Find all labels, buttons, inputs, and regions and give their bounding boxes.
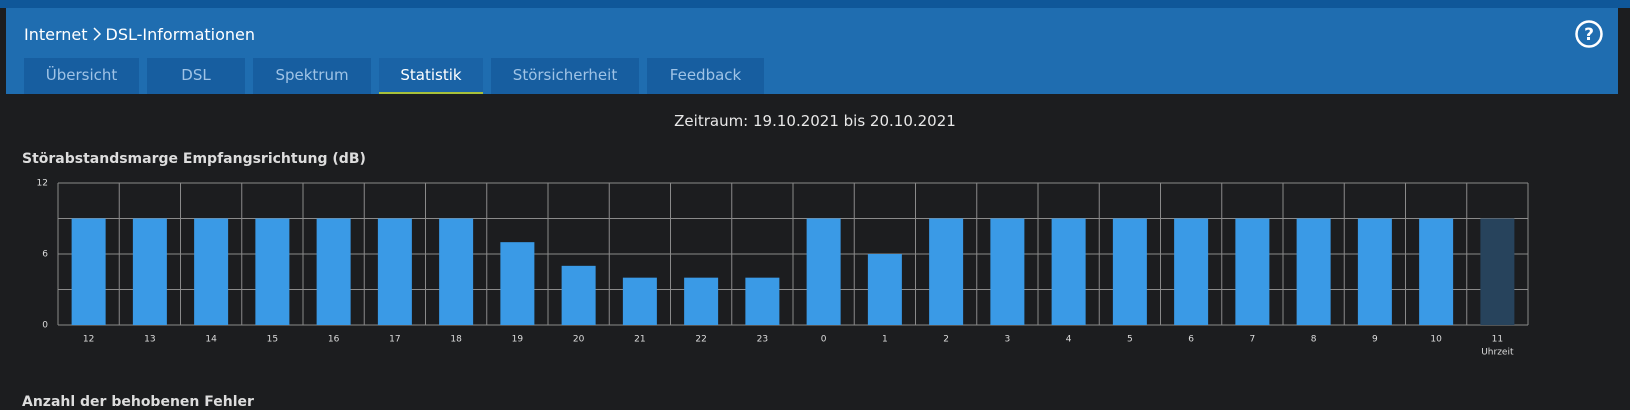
- x-tick-label: 21: [634, 335, 645, 345]
- bar: [377, 218, 412, 325]
- x-tick-label: 23: [757, 335, 768, 345]
- x-tick-label: 17: [389, 335, 400, 345]
- breadcrumb-current: DSL-Informationen: [105, 25, 256, 44]
- bar: [255, 218, 290, 325]
- x-tick-label: 6: [1188, 335, 1194, 345]
- bar: [1112, 218, 1147, 325]
- x-tick-label: 0: [821, 335, 827, 345]
- tab[interactable]: DSL: [147, 58, 245, 94]
- chevron: [93, 27, 101, 41]
- x-tick-label: 8: [1311, 335, 1317, 345]
- bar: [500, 242, 535, 325]
- bar: [1296, 218, 1331, 325]
- breadcrumb: Internet DSL-Informationen: [24, 25, 255, 44]
- bar: [622, 277, 657, 325]
- bar: [194, 218, 229, 325]
- x-tick-label: 10: [1430, 335, 1442, 345]
- x-tick-label: 1: [882, 335, 888, 345]
- bar: [684, 277, 719, 325]
- bar: [439, 218, 474, 325]
- help-button[interactable]: ?: [1574, 19, 1604, 49]
- tab[interactable]: Übersicht: [24, 58, 139, 94]
- x-axis-label: Uhrzeit: [1481, 348, 1514, 358]
- x-tick-label: 5: [1127, 335, 1133, 345]
- bar: [1357, 218, 1392, 325]
- x-tick-label: 4: [1066, 335, 1072, 345]
- period: Zeitraum: 19.10.2021 bis 20.10.2021: [674, 112, 956, 130]
- x-tick-label: 11: [1492, 335, 1503, 345]
- x-tick-label: 7: [1250, 335, 1256, 345]
- bar: [745, 277, 780, 325]
- y-tick-label: 6: [42, 250, 48, 260]
- header: Internet DSL-Informationen ? Übersicht DSL…: [6, 8, 1618, 94]
- bar: [867, 254, 902, 325]
- section-title: Anzahl der behobenen Fehler: [22, 394, 254, 410]
- bar: [316, 218, 351, 325]
- x-tick-label: 13: [144, 335, 155, 345]
- top-bar: [0, 0, 1630, 8]
- tab-bar: Übersicht DSL Spektrum Statistik Störsicherh…: [24, 58, 764, 94]
- bar: [1174, 218, 1209, 325]
- x-tick-label: 20: [573, 335, 585, 345]
- x-tick-label: 18: [450, 335, 462, 345]
- x-tick-label: 22: [695, 335, 706, 345]
- x-tick-label: 12: [83, 335, 94, 345]
- tab[interactable]: Störsicherheit: [491, 58, 639, 94]
- x-tick-label: 2: [943, 335, 949, 345]
- breadcrumb-link[interactable]: Internet: [24, 25, 88, 44]
- bar: [1419, 218, 1454, 325]
- y-tick-label: 0: [42, 321, 48, 331]
- x-tick-label: 16: [328, 335, 340, 345]
- x-tick-label: 9: [1372, 335, 1378, 345]
- x-tick-label: 19: [512, 335, 524, 345]
- tab[interactable]: Spektrum: [253, 58, 371, 94]
- bar: [929, 218, 964, 325]
- bar: [1051, 218, 1086, 325]
- bar: [806, 218, 841, 325]
- tab[interactable]: Statistik: [379, 58, 483, 94]
- chart-title: Störabstandsmarge Empfangsrichtung (dB): [22, 151, 366, 167]
- bar: [71, 218, 106, 325]
- x-tick-label: 14: [205, 335, 217, 345]
- x-tick-label: 3: [1005, 335, 1011, 345]
- bar: [132, 218, 167, 325]
- bar: [1480, 218, 1515, 325]
- tab[interactable]: Feedback: [647, 58, 764, 94]
- y-tick-label: 12: [37, 179, 48, 189]
- bar: [1235, 218, 1270, 325]
- bar: [990, 218, 1025, 325]
- bar: [561, 265, 596, 325]
- help-icon: ?: [1584, 25, 1594, 45]
- x-tick-label: 15: [267, 335, 278, 345]
